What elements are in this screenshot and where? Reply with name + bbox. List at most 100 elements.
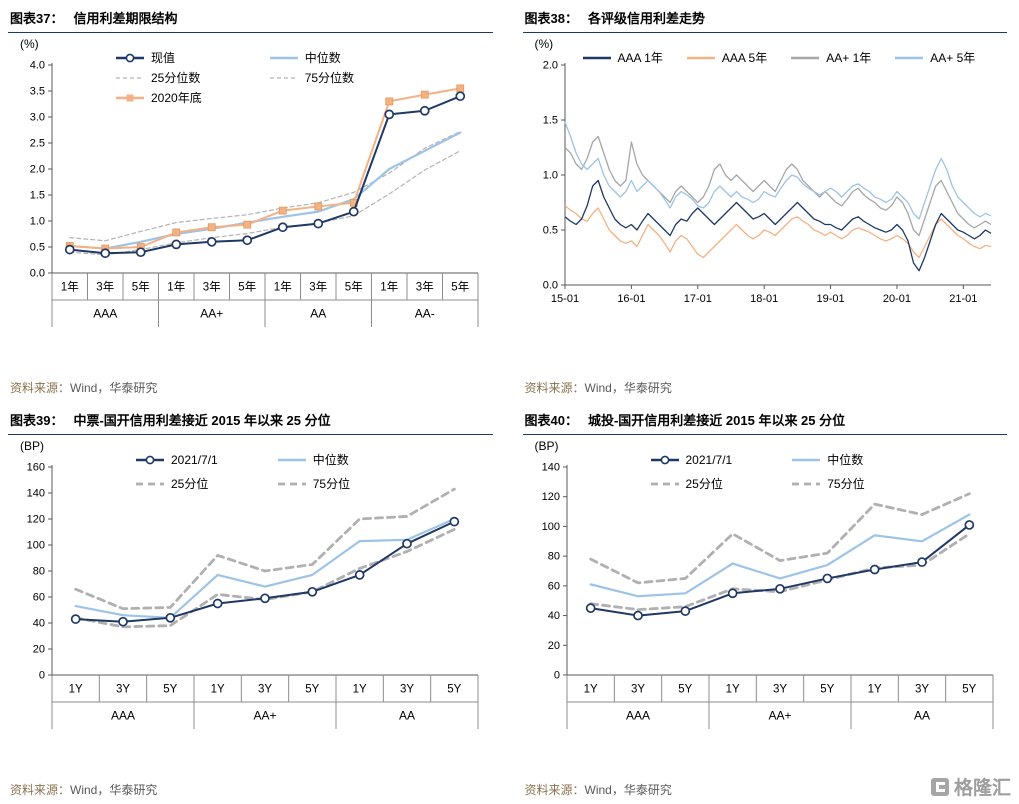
legend-item: AAA 5年 <box>685 49 767 66</box>
legend-item: 25分位 <box>649 475 733 492</box>
source-text: Wind，华泰研究 <box>70 381 158 395</box>
source-label: 资料来源： <box>524 783 585 797</box>
svg-text:2.0: 2.0 <box>30 164 45 176</box>
chart-legend: 2021/7/1 中位数 25分位 75分位 <box>134 451 350 492</box>
legend-label: AAA 5年 <box>721 51 768 65</box>
svg-text:3年: 3年 <box>416 280 434 294</box>
y-axis-unit: (BP) <box>534 439 559 453</box>
svg-text:AAA: AAA <box>111 709 135 723</box>
svg-text:120: 120 <box>27 514 45 526</box>
legend-label: AA+ 5年 <box>930 51 976 65</box>
source-text: Wind，华泰研究 <box>584 381 672 395</box>
svg-text:1年: 1年 <box>274 280 292 294</box>
svg-text:3Y: 3Y <box>772 684 786 696</box>
svg-text:15-01: 15-01 <box>550 293 578 305</box>
legend-item: 2021/7/1 <box>134 451 218 468</box>
legend-label: 25分位 <box>171 477 209 491</box>
legend-label: 75分位 <box>312 477 351 491</box>
figure-panel-39: 图表39： 中票-国开信用利差接近 2015 年以来 25 分位 (BP) 20… <box>8 406 493 802</box>
legend-swatch-icon <box>269 56 298 59</box>
svg-text:140: 140 <box>541 462 559 474</box>
figure-label: 图表38： <box>524 11 578 26</box>
gelonghui-watermark: 格隆汇 <box>930 773 1011 800</box>
svg-text:4.0: 4.0 <box>30 60 45 72</box>
svg-text:AA+: AA+ <box>253 709 276 723</box>
svg-text:3.0: 3.0 <box>30 112 45 124</box>
legend-label: 中位数 <box>304 51 341 65</box>
legend-item: AA+ 1年 <box>789 49 871 66</box>
svg-text:19-01: 19-01 <box>816 293 844 305</box>
svg-text:1Y: 1Y <box>867 684 881 696</box>
figure-label: 图表39： <box>10 413 64 428</box>
svg-text:0: 0 <box>553 670 559 682</box>
watermark-text: 格隆汇 <box>953 778 1011 799</box>
svg-text:3Y: 3Y <box>116 684 130 696</box>
source-label: 资料来源： <box>524 381 585 395</box>
legend-swatch-icon <box>136 455 164 464</box>
figure-header-38: 图表38： 各评级信用利差走势 <box>522 4 1007 33</box>
legend-item: 中位数 <box>790 451 864 468</box>
svg-text:AA: AA <box>310 307 326 321</box>
legend-item: 75分位 <box>276 475 350 492</box>
legend-label: 75分位数 <box>304 71 355 85</box>
svg-text:3年: 3年 <box>96 280 114 294</box>
svg-text:20: 20 <box>547 640 559 652</box>
svg-text:160: 160 <box>27 462 45 474</box>
legend-label: 25分位数 <box>151 71 201 85</box>
svg-text:1年: 1年 <box>61 280 79 294</box>
legend-swatch-icon <box>791 56 820 59</box>
svg-text:0.5: 0.5 <box>542 225 557 237</box>
svg-text:1Y: 1Y <box>725 684 739 696</box>
svg-text:3年: 3年 <box>203 280 221 294</box>
legend-swatch-icon <box>895 56 924 59</box>
svg-text:40: 40 <box>33 618 45 630</box>
source-text: Wind，华泰研究 <box>584 783 672 797</box>
svg-text:5年: 5年 <box>238 280 256 294</box>
svg-text:17-01: 17-01 <box>683 293 711 305</box>
legend-label: 25分位 <box>685 477 723 491</box>
svg-text:5Y: 5Y <box>820 684 834 696</box>
svg-text:120: 120 <box>541 491 559 503</box>
legend-label: 现值 <box>151 51 176 65</box>
svg-text:16-01: 16-01 <box>617 293 645 305</box>
legend-label: 中位数 <box>827 453 864 467</box>
svg-text:1.5: 1.5 <box>30 190 45 202</box>
source-row: 资料来源：Wind，华泰研究 <box>523 779 1008 802</box>
figure-header-39: 图表39： 中票-国开信用利差接近 2015 年以来 25 分位 <box>8 406 493 435</box>
svg-text:3Y: 3Y <box>630 684 644 696</box>
legend-item: 25分位数 <box>114 69 202 86</box>
legend-swatch-icon <box>277 458 306 461</box>
svg-text:1年: 1年 <box>167 280 185 294</box>
svg-text:1Y: 1Y <box>211 684 225 696</box>
svg-text:100: 100 <box>27 540 45 552</box>
legend-swatch-icon <box>582 56 611 59</box>
svg-text:5年: 5年 <box>132 280 150 294</box>
svg-text:1Y: 1Y <box>583 684 597 696</box>
svg-text:3Y: 3Y <box>258 684 272 696</box>
legend-item: 中位数 <box>268 49 354 66</box>
svg-text:80: 80 <box>547 551 559 563</box>
figure-panel-38: 图表38： 各评级信用利差走势 (%) AAA 1年 AAA 5年 AA+ 1年 AA… <box>522 4 1007 400</box>
legend-label: AA+ 1年 <box>826 51 872 65</box>
svg-text:3Y: 3Y <box>400 684 414 696</box>
source-row: 资料来源：Wind，华泰研究 <box>8 377 493 400</box>
legend-item: AA+ 5年 <box>893 49 975 66</box>
svg-text:AAA: AAA <box>625 709 649 723</box>
svg-text:60: 60 <box>33 592 45 604</box>
svg-text:1年: 1年 <box>380 280 398 294</box>
svg-text:AA+: AA+ <box>200 307 223 321</box>
legend-item: 2021/7/1 <box>649 451 732 468</box>
legend-item: 75分位 <box>790 475 865 492</box>
figure-title: 信用利差期限结构 <box>73 11 178 26</box>
svg-text:20-01: 20-01 <box>882 293 910 305</box>
svg-text:3.5: 3.5 <box>30 86 45 98</box>
svg-text:20: 20 <box>33 644 45 656</box>
svg-text:AA: AA <box>913 709 929 723</box>
svg-text:5Y: 5Y <box>163 684 177 696</box>
figure-panel-37: 图表37： 信用利差期限结构 (%) 现值 中位数 25分位数 75分位数 2020年底… <box>8 4 493 400</box>
svg-text:100: 100 <box>541 521 559 533</box>
svg-text:5Y: 5Y <box>678 684 692 696</box>
legend-label: 75分位 <box>827 477 865 491</box>
